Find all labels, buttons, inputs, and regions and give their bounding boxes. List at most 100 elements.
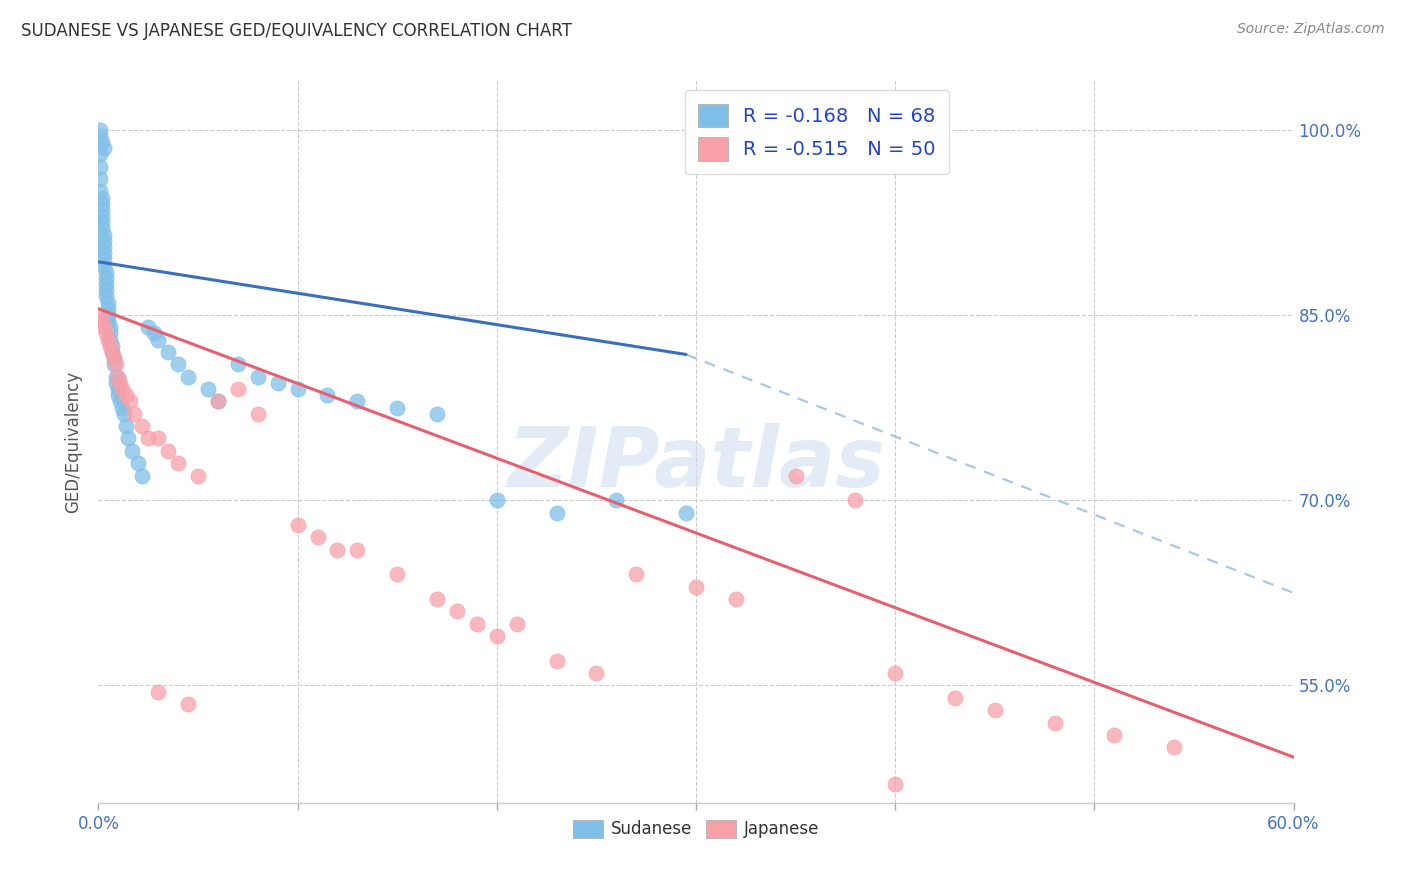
Point (111, 401, 134, 415)
Point (91, 209, 114, 223)
Point (89, 128, 111, 143)
Point (111, 382, 134, 396)
Point (148, 684, 170, 698)
Point (98, 339, 122, 353)
Point (110, 376, 132, 390)
Point (97, 314, 120, 328)
Point (127, 456, 149, 470)
Point (97, 301, 120, 316)
Point (1163, 740, 1185, 755)
Point (117, 432, 139, 446)
Point (226, 382, 249, 396)
Point (884, 777, 907, 791)
Point (316, 388, 339, 402)
Point (91, 191, 114, 205)
Point (426, 407, 449, 421)
Point (585, 666, 607, 681)
Point (107, 369, 129, 384)
Point (96, 277, 118, 291)
Point (89, 160, 111, 174)
Point (89, 185, 111, 199)
Point (93, 141, 115, 155)
Text: ZIPatlas: ZIPatlas (508, 423, 884, 504)
Point (167, 357, 190, 371)
Point (93, 240, 115, 254)
Point (89, 172, 111, 186)
Point (96, 283, 118, 297)
Point (385, 567, 409, 582)
Point (207, 394, 229, 409)
Text: SUDANESE VS JAPANESE GED/EQUIVALENCY CORRELATION CHART: SUDANESE VS JAPANESE GED/EQUIVALENCY COR… (21, 22, 572, 40)
Point (93, 320, 115, 334)
Point (943, 690, 966, 705)
Point (98, 333, 122, 347)
Point (605, 493, 627, 508)
Point (91, 202, 114, 217)
Point (177, 697, 200, 711)
Point (485, 629, 508, 643)
Point (91, 196, 114, 211)
Point (107, 382, 129, 396)
Point (465, 616, 488, 631)
Point (124, 407, 146, 421)
Point (187, 468, 209, 483)
Point (197, 382, 219, 396)
Point (207, 394, 229, 409)
Point (93, 234, 115, 248)
Point (93, 259, 115, 273)
Point (626, 567, 648, 582)
Point (226, 357, 249, 371)
Point (103, 351, 125, 366)
Point (91, 215, 114, 229)
Point (131, 468, 153, 483)
Point (96, 265, 118, 279)
Point (112, 407, 135, 421)
Point (98, 320, 122, 334)
Point (148, 432, 170, 446)
Point (110, 394, 132, 409)
Point (167, 456, 190, 470)
Point (267, 376, 290, 390)
Point (101, 345, 124, 359)
Point (426, 592, 449, 607)
Point (136, 432, 159, 446)
Point (89, 122, 111, 136)
Point (120, 394, 142, 409)
Point (546, 506, 568, 520)
Point (326, 542, 349, 557)
Point (89, 147, 111, 161)
Point (143, 326, 166, 341)
Point (91, 314, 114, 328)
Y-axis label: GED/Equivalency: GED/Equivalency (65, 370, 83, 513)
Point (96, 271, 118, 285)
Point (96, 326, 118, 341)
Legend: Sudanese, Japanese: Sudanese, Japanese (567, 813, 825, 845)
Point (346, 542, 368, 557)
Point (157, 443, 180, 458)
Point (93, 252, 115, 267)
Point (101, 339, 124, 353)
Point (246, 407, 269, 421)
Point (96, 289, 118, 303)
Point (546, 654, 568, 668)
Point (103, 357, 125, 371)
Point (97, 308, 120, 322)
Point (307, 530, 329, 544)
Point (98, 326, 122, 341)
Point (157, 345, 180, 359)
Point (724, 592, 747, 607)
Point (1043, 715, 1066, 730)
Point (101, 345, 124, 359)
Point (115, 419, 138, 434)
Point (785, 468, 807, 483)
Point (485, 493, 508, 508)
Point (148, 333, 170, 347)
Point (105, 369, 128, 384)
Point (287, 382, 309, 396)
Point (1104, 728, 1126, 742)
Point (97, 295, 120, 310)
Point (91, 135, 114, 149)
Point (91, 221, 114, 235)
Text: Source: ZipAtlas.com: Source: ZipAtlas.com (1237, 22, 1385, 37)
Point (105, 357, 128, 371)
